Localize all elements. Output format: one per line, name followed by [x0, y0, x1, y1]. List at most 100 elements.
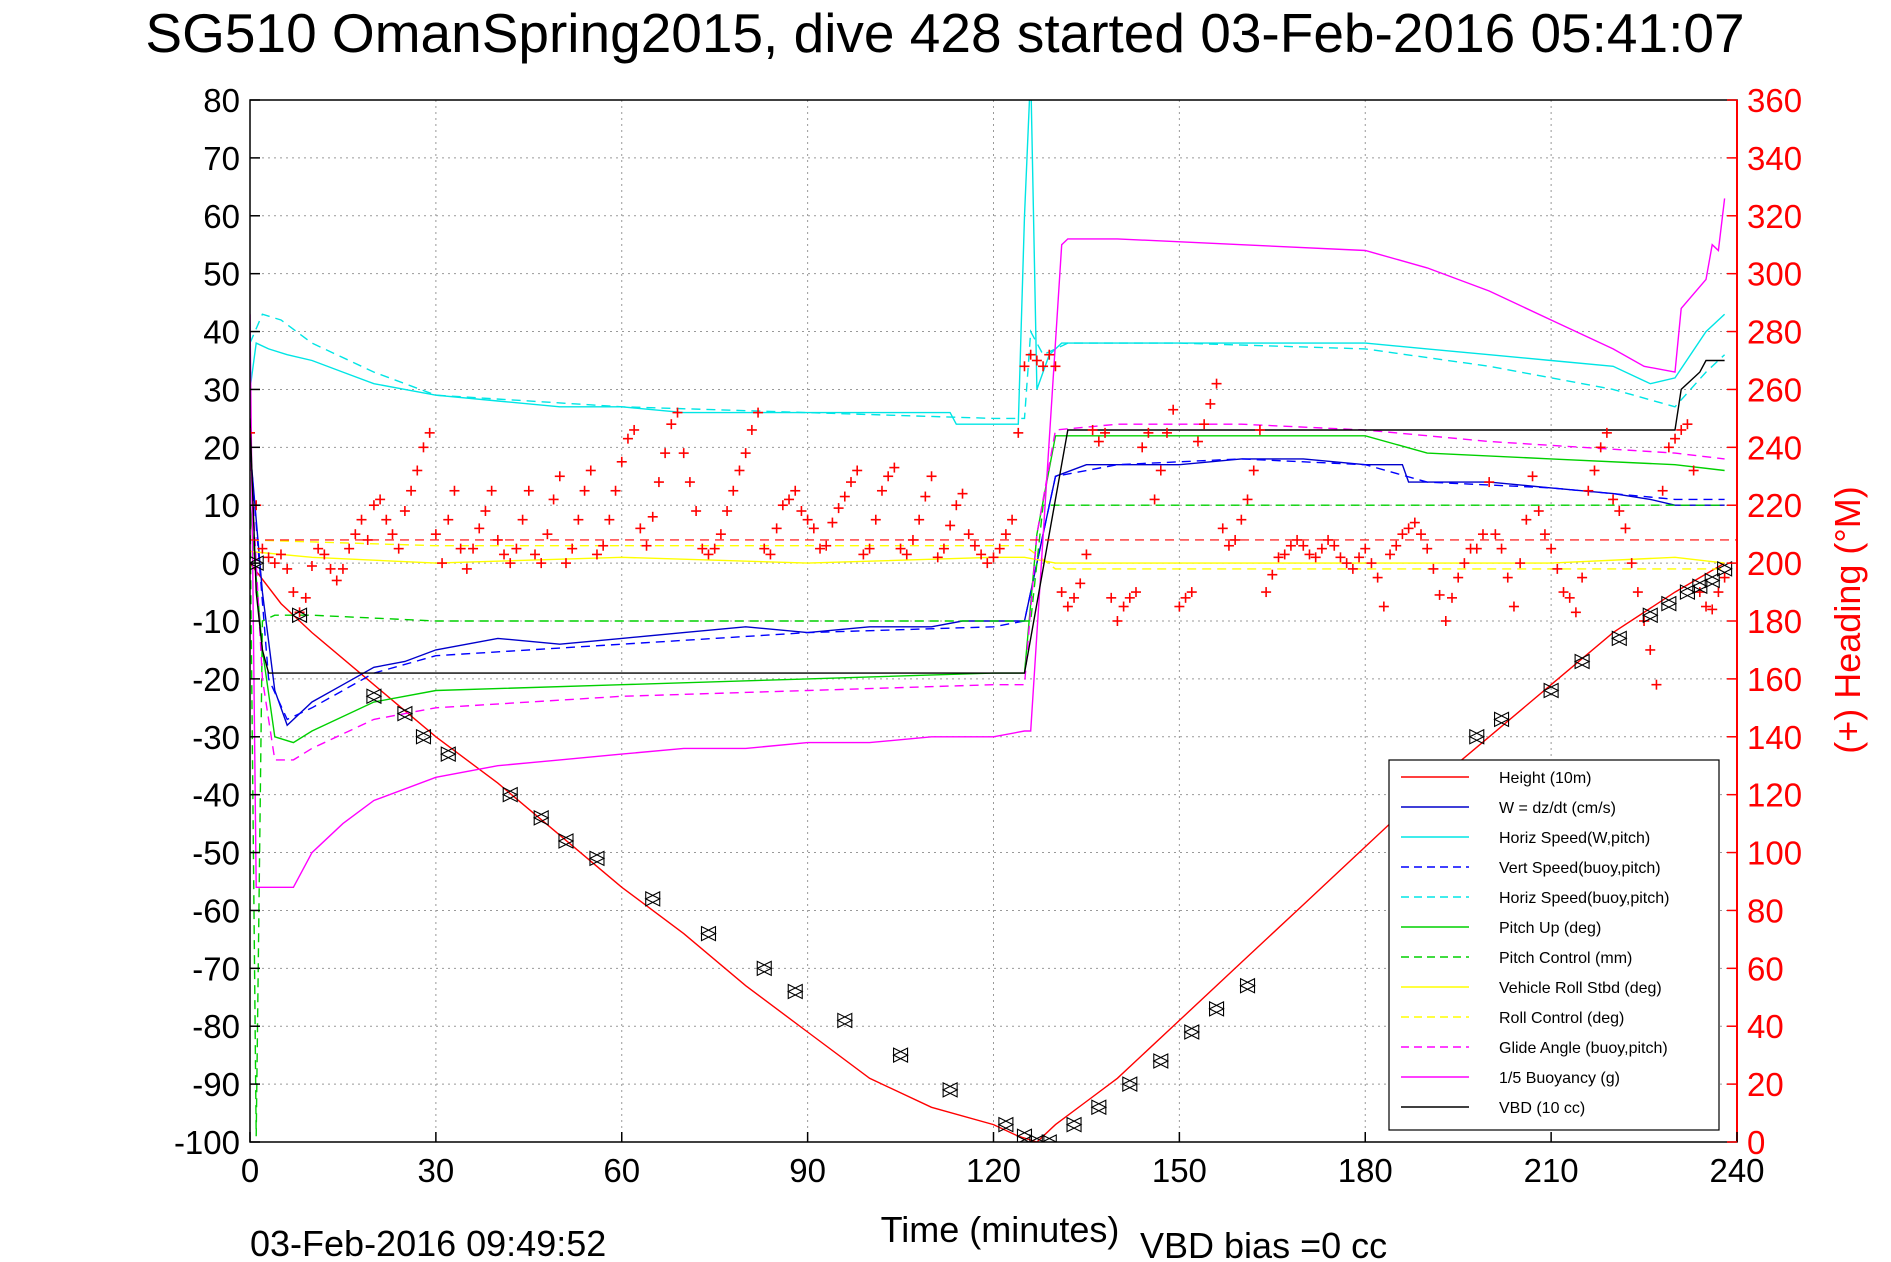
y-tick-label: -50: [192, 835, 240, 872]
heading-point: [1477, 529, 1488, 540]
heading-point: [1391, 540, 1402, 551]
heading-point: [988, 552, 999, 563]
heading-point: [399, 506, 410, 517]
heading-point: [1131, 587, 1142, 598]
heading-point: [1360, 543, 1371, 554]
y-axis-right: 3603403203002802602402202001801601401201…: [1727, 82, 1802, 1161]
heading-point: [777, 500, 788, 511]
legend-label: Horiz Speed(buoy,pitch): [1499, 890, 1669, 907]
heading-point: [282, 563, 293, 574]
heading-point: [666, 419, 677, 430]
heading-point: [839, 491, 850, 502]
heading-point: [455, 543, 466, 554]
heading-point: [1403, 523, 1414, 534]
heading-point: [1552, 563, 1563, 574]
heading-point: [852, 465, 863, 476]
heading-point: [709, 543, 720, 554]
heading-point: [753, 407, 764, 418]
x-tick-label: 210: [1524, 1152, 1579, 1189]
heading-point: [560, 558, 571, 569]
vbd-marker: [836, 1012, 854, 1029]
heading-point: [1056, 587, 1067, 598]
heading-point: [579, 485, 590, 496]
legend-label: Height (10m): [1499, 770, 1591, 787]
heading-point: [1354, 552, 1365, 563]
heading-point: [591, 549, 602, 560]
y2-tick-label: 240: [1747, 429, 1802, 466]
heading-point: [1502, 572, 1513, 583]
y-tick-label: 10: [203, 487, 240, 524]
heading-point: [517, 514, 528, 525]
vbd-marker: [1152, 1053, 1170, 1069]
vbd-marker: [415, 728, 432, 745]
y2-tick-label: 360: [1747, 82, 1802, 119]
heading-point: [1701, 601, 1712, 612]
heading-point: [1292, 534, 1303, 545]
heading-point: [957, 488, 968, 499]
y2-tick-label: 40: [1747, 1008, 1784, 1045]
heading-point: [938, 543, 949, 554]
heading-point: [629, 424, 640, 435]
heading-point: [573, 514, 584, 525]
y-tick-label: -20: [192, 661, 240, 698]
heading-point: [895, 543, 906, 554]
heading-point: [1310, 552, 1321, 563]
heading-point: [827, 517, 838, 528]
legend-entry: Pitch Up (deg): [1401, 920, 1601, 937]
heading-point: [375, 494, 386, 505]
heading-point: [350, 529, 361, 540]
series-line: [250, 313, 1726, 420]
heading-point: [319, 549, 330, 560]
legend: Height (10m) W = dz/dt (cm/s) Horiz Speed(…: [1388, 759, 1720, 1131]
heading-point: [1050, 361, 1061, 372]
heading-point: [1620, 523, 1631, 534]
heading-point: [393, 543, 404, 554]
heading-point: [257, 543, 268, 554]
heading-point: [1508, 601, 1519, 612]
vbd-marker: [1611, 630, 1628, 647]
vbd-marker: [1703, 572, 1721, 589]
y-tick-label: 20: [203, 429, 240, 466]
legend-label: VBD (10 cc): [1499, 1100, 1585, 1117]
series-line: [250, 550, 1725, 564]
y2-tick-label: 140: [1747, 719, 1802, 756]
heading-point: [1570, 607, 1581, 618]
heading-point: [1075, 578, 1086, 589]
y-tick-label: 50: [203, 256, 240, 293]
heading-point: [313, 543, 324, 554]
heading-point: [715, 529, 726, 540]
heading-point: [976, 549, 987, 560]
heading-point: [387, 529, 398, 540]
heading-point: [1409, 517, 1420, 528]
heading-point: [530, 549, 541, 560]
y2-tick-label: 260: [1747, 371, 1802, 408]
legend-entry: Vert Speed(buoy,pitch): [1401, 860, 1661, 877]
heading-point: [1453, 572, 1464, 583]
heading-point: [263, 552, 274, 563]
heading-point: [250, 427, 255, 438]
heading-point: [1335, 552, 1346, 563]
heading-point: [808, 523, 819, 534]
heading-point: [951, 500, 962, 511]
heading-point: [1186, 587, 1197, 598]
vbd-marker: [440, 746, 457, 763]
vbd-marker: [1028, 1134, 1046, 1142]
heading-point: [1682, 419, 1693, 430]
y2-tick-label: 100: [1747, 835, 1802, 872]
heading-point: [932, 552, 943, 563]
legend-entry: Horiz Speed(W,pitch): [1401, 830, 1650, 847]
heading-point: [790, 485, 801, 496]
heading-point: [1013, 427, 1024, 438]
heading-point: [1539, 529, 1550, 540]
y-tick-label: -30: [192, 719, 240, 756]
heading-point: [604, 514, 615, 525]
vbd-marker: [1493, 711, 1510, 728]
heading-point: [994, 543, 1005, 554]
heading-point: [412, 465, 423, 476]
heading-point: [1719, 572, 1730, 583]
heading-point: [542, 529, 553, 540]
heading-point: [356, 514, 367, 525]
legend-entry: W = dz/dt (cm/s): [1401, 800, 1616, 817]
vbd-marker: [1642, 607, 1659, 624]
heading-point: [1558, 587, 1569, 598]
